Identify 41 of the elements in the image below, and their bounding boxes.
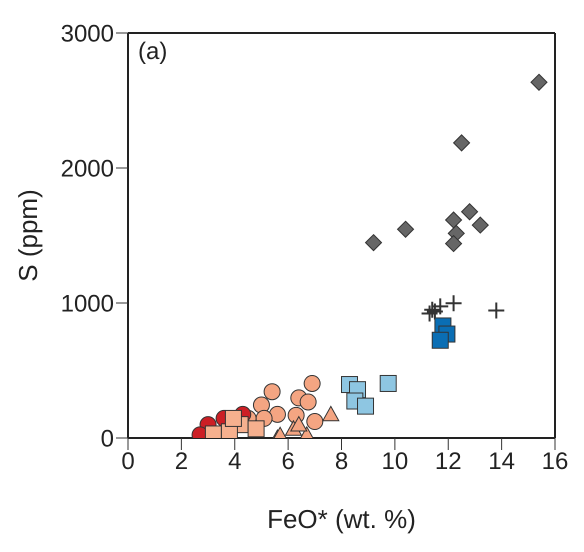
point (380, 374, 397, 392)
point (268, 406, 286, 423)
point (420, 304, 439, 323)
x-tick-label: 10 (382, 448, 408, 476)
y-tick-label: 2000 (60, 156, 114, 183)
point (248, 420, 265, 438)
point (487, 302, 506, 320)
point (397, 220, 414, 238)
point (252, 396, 270, 414)
point (300, 393, 317, 410)
point (264, 383, 281, 400)
x-tick-label: 6 (281, 448, 295, 476)
point (444, 294, 463, 312)
point (304, 374, 321, 392)
point (322, 406, 340, 422)
x-tick-label: 0 (121, 448, 135, 476)
point (306, 413, 324, 430)
annotation: (a) (138, 38, 168, 66)
point (472, 216, 489, 234)
point (431, 297, 450, 316)
point (453, 134, 470, 152)
point (224, 410, 242, 427)
point (357, 398, 374, 415)
x-axis-title: FeO* (wt. %) (267, 504, 416, 534)
point (530, 74, 548, 91)
y-axis-title: S (ppm) (13, 189, 44, 282)
x-tick-label: 4 (228, 448, 242, 476)
x-tick-label: 8 (334, 448, 348, 476)
point (290, 416, 308, 432)
point (445, 235, 462, 252)
point (461, 203, 478, 220)
point (365, 234, 382, 252)
x-tick-label: 16 (542, 448, 568, 476)
x-tick-label: 14 (488, 448, 515, 476)
point (432, 332, 449, 349)
y-tick-label: 3000 (60, 20, 114, 48)
y-tick-label: 0 (100, 426, 114, 453)
point (445, 211, 462, 228)
x-tick-label: 2 (174, 448, 188, 476)
y-tick-label: 1000 (60, 290, 114, 318)
x-tick-label: 12 (434, 448, 462, 476)
